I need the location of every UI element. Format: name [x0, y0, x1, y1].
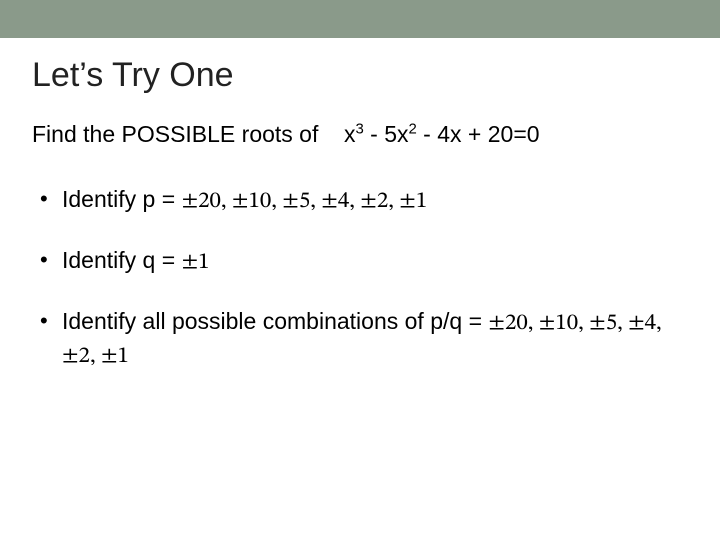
- bullet-list: Identify p = ±20, ±10, ±5, ±4, ±2, ±1 Id…: [32, 184, 688, 372]
- bullet-values: ±1: [182, 251, 210, 274]
- bullet-identify-q: Identify q = ±1: [40, 245, 688, 278]
- header-bar: [0, 0, 720, 38]
- slide-content: Let’s Try One Find the POSSIBLE roots of…: [0, 38, 720, 372]
- bullet-label: Identify q =: [62, 247, 182, 273]
- equation: x3 - 5x2 - 4x + 20=0: [344, 121, 540, 147]
- prompt-lead: Find the POSSIBLE roots of: [32, 121, 318, 147]
- bullet-label: Identify p =: [62, 186, 182, 212]
- slide-title: Let’s Try One: [32, 56, 688, 95]
- bullet-identify-pq: Identify all possible combinations of p/…: [40, 306, 688, 372]
- bullet-label: Identify all possible combinations of p/…: [62, 308, 488, 334]
- bullet-values: ±20, ±10, ±5, ±4, ±2, ±1: [182, 190, 428, 213]
- bullet-identify-p: Identify p = ±20, ±10, ±5, ±4, ±2, ±1: [40, 184, 688, 217]
- problem-prompt: Find the POSSIBLE roots of x3 - 5x2 - 4x…: [32, 121, 688, 148]
